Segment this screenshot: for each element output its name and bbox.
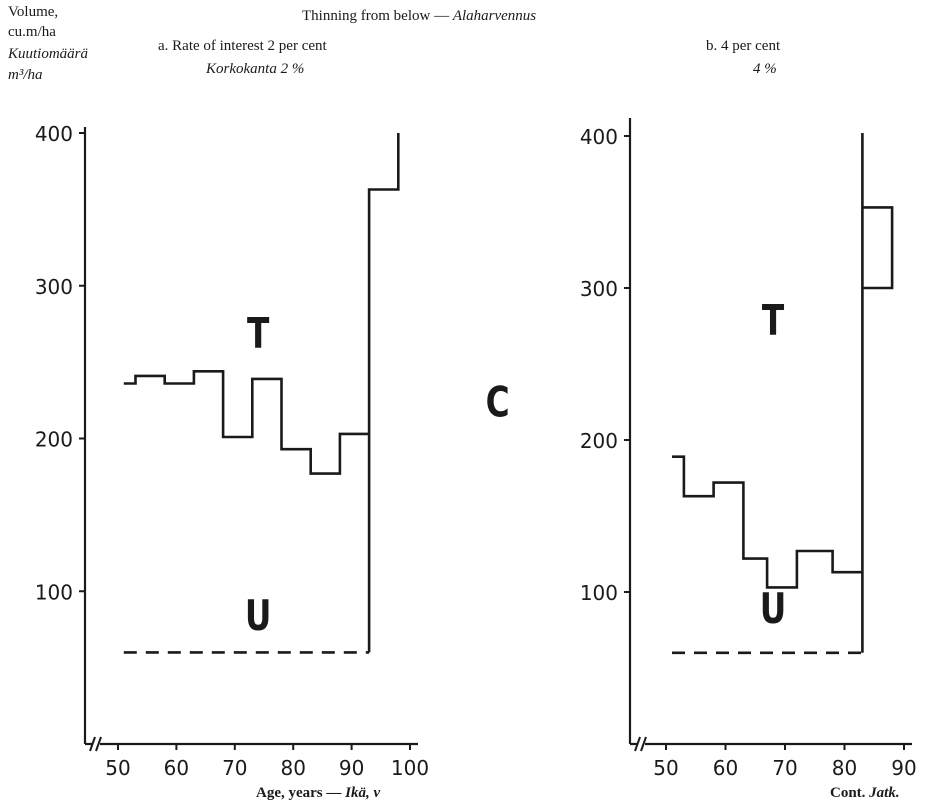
x-axis-label: Age, years — Ikä, v: [256, 785, 380, 802]
panel-b-title: b. 4 per cent: [706, 38, 781, 54]
region-label-t: T: [762, 295, 785, 344]
axis-break-mark: [634, 736, 641, 752]
axis-break-mark: [89, 736, 96, 752]
panel-a-subtitle: Korkokanta 2 %: [206, 61, 305, 77]
continuation-note-fi: Jatk.: [869, 785, 900, 801]
x-axis-label-fi: Ikä, v: [345, 785, 381, 801]
x-tick-label: 80: [280, 756, 305, 780]
chart-panel-b: 1002003004005060708090TUC: [580, 118, 917, 780]
x-tick-label: 50: [105, 756, 130, 780]
y-tick-label: 300: [580, 277, 618, 301]
y-axis-label-fi: Kuutiomäärä: [8, 46, 89, 62]
x-tick-label: 90: [891, 756, 916, 780]
x-tick-label: 60: [713, 756, 738, 780]
y-tick-label: 400: [580, 125, 618, 149]
y-axis-unit-fi: m³/ha: [8, 67, 43, 83]
x-tick-label: 50: [653, 756, 678, 780]
continuation-note-en: Cont.: [830, 785, 866, 801]
axis-break-mark: [640, 736, 647, 752]
y-axis-label-en: Volume,: [8, 4, 59, 20]
volume-series-line: [123, 133, 400, 653]
x-tick-label: 90: [339, 756, 364, 780]
volume-series-line: [672, 133, 894, 653]
x-axis-label-en: Age, years —: [256, 785, 342, 801]
panel-a-title: a. Rate of interest 2 per cent: [158, 38, 327, 54]
x-tick-label: 60: [164, 756, 189, 780]
main-title-fi: Alaharvennus: [452, 8, 537, 24]
panel-b-subtitle: 4 %: [753, 61, 777, 77]
region-label-u: U: [245, 591, 272, 640]
y-tick-label: 200: [35, 428, 73, 452]
y-tick-label: 200: [580, 429, 618, 453]
continuation-note: Cont. Jatk.: [830, 785, 900, 802]
y-tick-label: 100: [35, 580, 73, 604]
region-label-u: U: [760, 584, 787, 633]
region-label-c: C: [486, 377, 510, 426]
y-tick-label: 300: [35, 275, 73, 299]
y-tick-label: 100: [580, 581, 618, 605]
chart-panel-a: 100 200 300 400 50 60 70 80 90 100 T U C: [35, 122, 510, 780]
x-tick-label: 100: [391, 756, 429, 780]
region-label-t: T: [247, 309, 270, 358]
y-tick-label: 400: [35, 122, 73, 146]
main-title: Thinning from below — Alaharvennus: [302, 8, 536, 25]
axis-break-gap: [637, 740, 645, 748]
main-title-en: Thinning from below —: [302, 8, 450, 24]
axis-break-gap: [92, 740, 100, 748]
x-tick-label: 70: [772, 756, 797, 780]
x-tick-label: 80: [832, 756, 857, 780]
axis-break-mark: [95, 736, 102, 752]
x-tick-label: 70: [222, 756, 247, 780]
y-axis-unit-en: cu.m/ha: [8, 24, 56, 40]
